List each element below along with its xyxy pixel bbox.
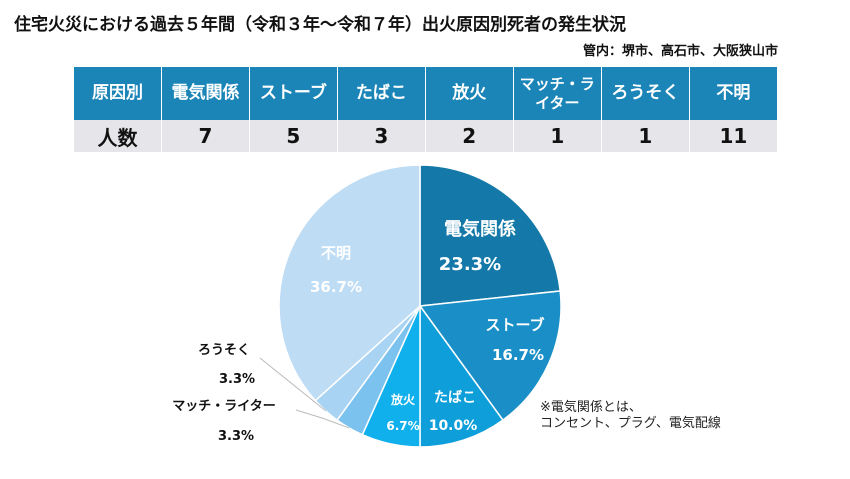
column-header: マッチ・ライター — [512, 67, 602, 120]
pie-slice — [278, 164, 421, 402]
column-header: ストーブ — [248, 67, 338, 120]
column-header: ろうそく — [600, 67, 690, 120]
pie-slice — [419, 164, 562, 307]
page-title: 住宅火災における過去５年間（令和３年～令和７年）出火原因別死者の発生状況 — [14, 15, 626, 35]
note-line: ※電気関係とは、 — [540, 400, 642, 415]
count-cell: 1 — [512, 120, 602, 152]
area-subtitle: 管内：堺市、高石市、大阪狭山市 — [582, 44, 778, 59]
note-line: コンセント、プラグ、電気配線 — [540, 416, 721, 431]
note: ※電気関係とは、 コンセント、プラグ、電気配線 — [540, 400, 721, 432]
slice-percent: 3.3% — [219, 372, 255, 387]
slice-percent: 23.3% — [439, 254, 501, 275]
column-header: 放火 — [424, 67, 514, 120]
row-label: 人数 — [73, 120, 162, 152]
slice-label: ストーブ — [485, 316, 544, 334]
pie-slice — [418, 290, 562, 422]
slice-percent: 36.7% — [310, 278, 362, 296]
slice-label: たばこ — [434, 390, 476, 406]
column-header: 不明 — [688, 67, 777, 120]
count-cell: 3 — [336, 120, 426, 152]
slice-label: 放火 — [390, 392, 416, 407]
count-cell: 2 — [424, 120, 514, 152]
column-header: 電気関係 — [160, 67, 250, 120]
header-label: 原因別 — [73, 67, 162, 120]
pie-slice — [419, 303, 504, 448]
count-cell: 1 — [600, 120, 690, 152]
slice-percent: 10.0% — [429, 418, 478, 434]
cause-table: 原因別 電気関係 ストーブ たばこ 放火 マッチ・ライター ろうそく 不明 人数 7 5 3 2 1 1 1… — [73, 67, 777, 152]
column-header: たばこ — [336, 67, 426, 120]
slice-percent: 3.3% — [218, 429, 254, 444]
count-cell: 11 — [688, 120, 777, 152]
leader-line — [295, 409, 350, 429]
slice-label: ろうそく — [198, 343, 250, 358]
slice-percent: 16.7% — [492, 346, 544, 364]
slice-percent: 6.7% — [386, 419, 419, 433]
slice-label: 電気関係 — [444, 218, 516, 240]
leader-line — [259, 357, 327, 412]
slice-label: 不明 — [321, 244, 351, 262]
count-cell: 5 — [248, 120, 338, 152]
count-cell: 7 — [160, 120, 250, 152]
slice-label: マッチ・ライター — [172, 399, 275, 414]
